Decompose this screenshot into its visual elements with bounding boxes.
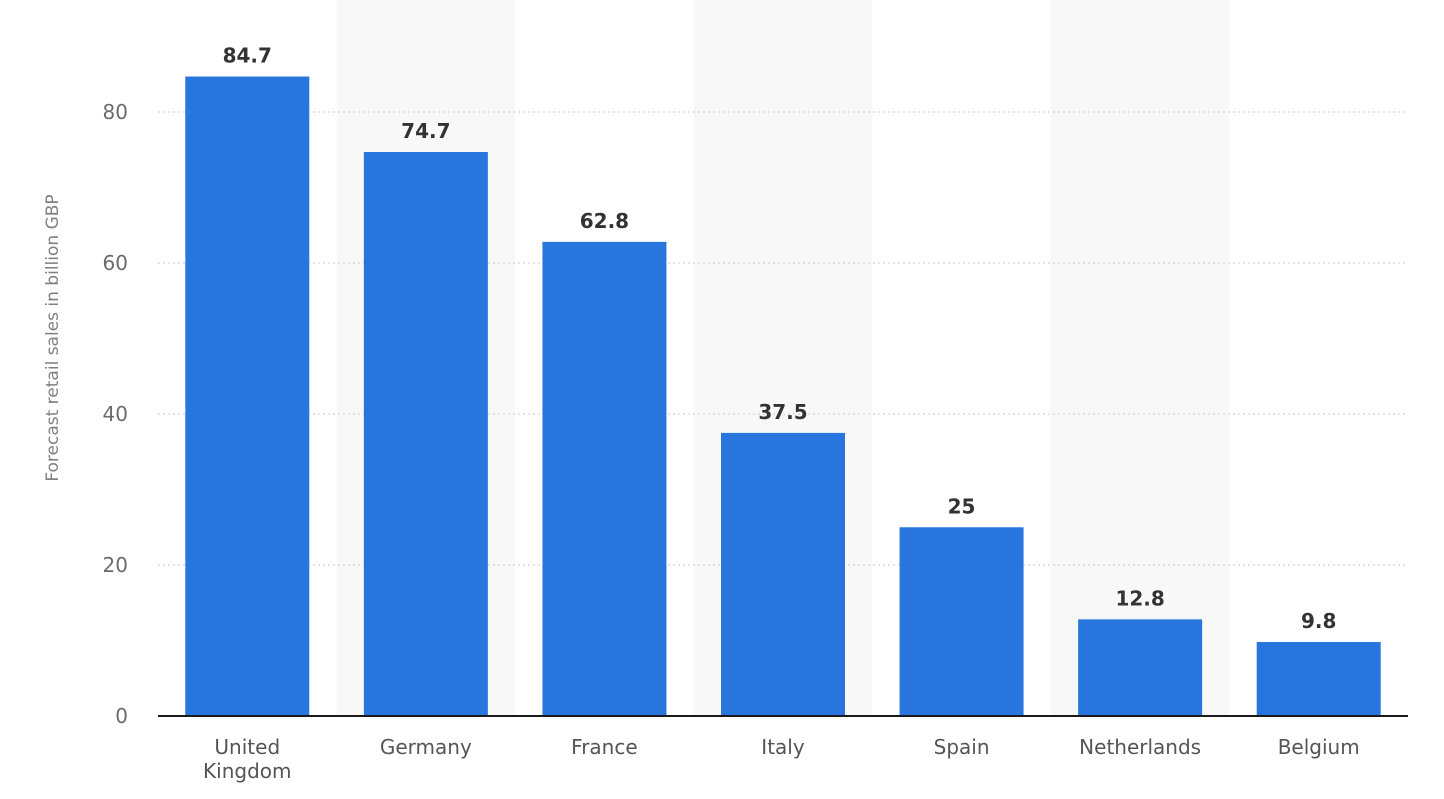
y-tick-label: 0: [115, 704, 128, 728]
bar: [542, 241, 667, 717]
y-axis-ticks: 0 20 40 60 80: [103, 100, 128, 728]
data-label: 9.8: [1301, 609, 1336, 633]
bar: [899, 527, 1024, 716]
category-bands: [336, 0, 1230, 716]
x-tick-label: Netherlands: [1079, 735, 1201, 759]
y-axis-label: Forecast retail sales in billion GBP: [43, 194, 63, 481]
data-label: 25: [948, 494, 976, 518]
y-tick-label: 80: [103, 100, 128, 124]
x-tick-label: France: [571, 735, 638, 759]
x-axis-ticks: United Kingdom Germany France Italy Spain Neth…: [203, 735, 1360, 783]
data-label: 84.7: [223, 44, 272, 68]
bars: [185, 76, 1381, 717]
y-tick-label: 60: [103, 251, 128, 275]
x-tick-label: Germany: [380, 735, 472, 759]
data-label: 37.5: [758, 400, 807, 424]
x-tick-label: United Kingdom: [203, 735, 291, 783]
x-tick-label: Spain: [934, 735, 990, 759]
category-band: [1050, 0, 1230, 716]
data-label: 12.8: [1115, 586, 1164, 610]
data-labels: 84.7 74.7 62.8 37.5 25 12.8 9.8: [223, 44, 1337, 633]
x-tick-label: Belgium: [1278, 735, 1360, 759]
bar: [363, 152, 488, 716]
y-tick-label: 40: [103, 402, 128, 426]
data-label: 62.8: [580, 209, 629, 233]
bar: [1256, 642, 1381, 716]
data-label: 74.7: [401, 119, 450, 143]
bar: [185, 76, 310, 716]
x-tick-label: Italy: [761, 735, 805, 759]
y-tick-label: 20: [103, 553, 128, 577]
bar: [721, 432, 845, 716]
bar: [1078, 619, 1203, 716]
